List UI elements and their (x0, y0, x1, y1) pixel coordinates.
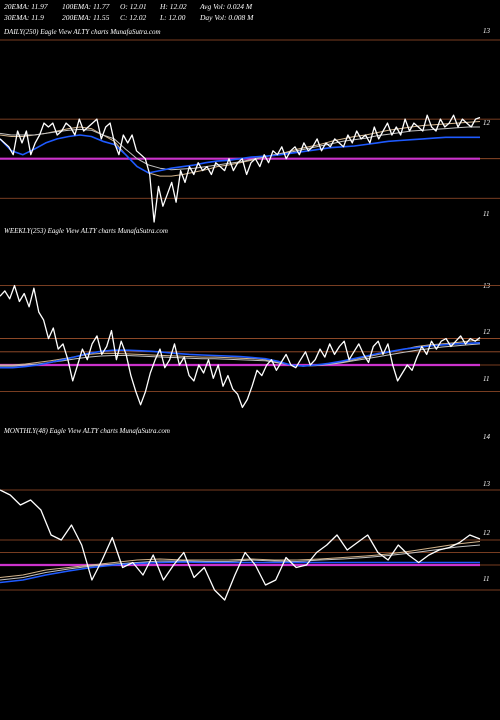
header-20ema: 20EMA: 11.97 (4, 2, 48, 11)
header-low: L: 12.00 (159, 13, 186, 22)
monthly-tick-11: 11 (483, 575, 489, 583)
ema-mid-series-line (0, 544, 481, 581)
header-stats: 20EMA: 11.97 100EMA: 11.77 O: 12.01 H: 1… (3, 2, 254, 22)
daily-panel-title: DAILY(250) Eagle View ALTY charts Munafa… (3, 28, 161, 36)
daily-tick-13: 13 (483, 27, 491, 35)
price-series-line (0, 114, 481, 223)
price-series-line (0, 489, 481, 601)
header-high: H: 12.02 (159, 2, 187, 11)
weekly-plot (0, 284, 500, 409)
daily-plot (0, 39, 500, 223)
weekly-tick-12: 12 (483, 328, 491, 336)
monthly-tick-14: 14 (483, 433, 491, 441)
monthly-panel: MONTHLY(48) Eagle View ALTY charts Munaf… (0, 427, 500, 601)
daily-tick-12: 12 (483, 119, 491, 127)
header-close: C: 12.02 (120, 13, 147, 22)
weekly-panel: WEEKLY(253) Eagle View ALTY charts Munaf… (0, 227, 500, 409)
monthly-plot (0, 489, 500, 601)
weekly-tick-11: 11 (483, 375, 489, 383)
header-30ema: 30EMA: 11.9 (3, 13, 44, 22)
daily-panel: DAILY(250) Eagle View ALTY charts Munafa… (0, 27, 500, 223)
header-200ema: 200EMA: 11.55 (62, 13, 110, 22)
header-open: O: 12.01 (120, 2, 147, 11)
header-100ema: 100EMA: 11.77 (62, 2, 110, 11)
ema-short-series-line (0, 121, 481, 177)
ema-short-series-line (0, 541, 481, 578)
header-avg-vol: Avg Vol: 0.024 M (199, 2, 253, 11)
header-day-vol: Day Vol: 0.008 M (199, 13, 254, 22)
price-series-line (0, 284, 481, 409)
monthly-tick-12: 12 (483, 529, 491, 537)
monthly-panel-title: MONTHLY(48) Eagle View ALTY charts Munaf… (3, 427, 170, 435)
monthly-tick-13: 13 (483, 480, 491, 488)
ema-long-series-line (0, 134, 480, 174)
weekly-panel-title: WEEKLY(253) Eagle View ALTY charts Munaf… (4, 227, 168, 235)
weekly-tick-13: 13 (483, 282, 491, 290)
daily-tick-11: 11 (483, 210, 489, 218)
